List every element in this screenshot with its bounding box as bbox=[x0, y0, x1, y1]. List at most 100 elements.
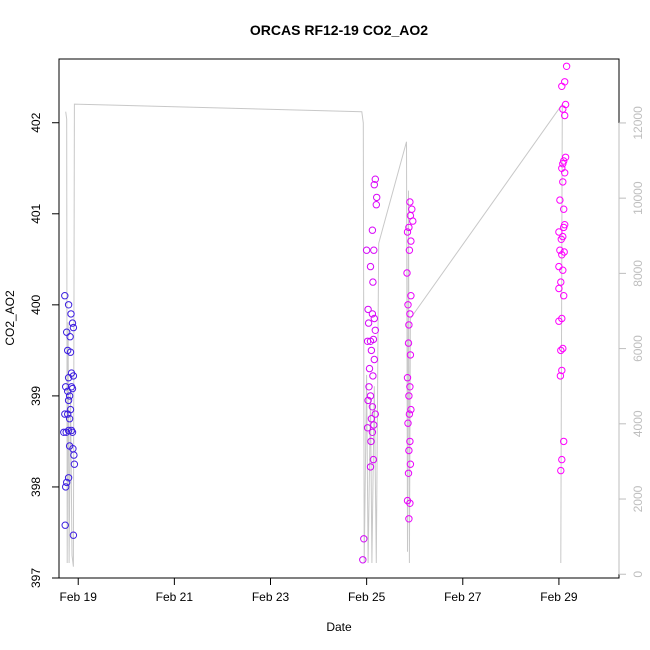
y-tick-label: 398 bbox=[29, 477, 43, 497]
data-point bbox=[370, 314, 378, 323]
data-point bbox=[559, 178, 567, 186]
data-point bbox=[67, 426, 76, 435]
data-point bbox=[61, 410, 69, 418]
data-point bbox=[404, 301, 412, 309]
data-point bbox=[405, 246, 414, 254]
data-point bbox=[64, 474, 73, 482]
data-point bbox=[67, 310, 75, 318]
y-axis-right: 0 2000 4000 6000 8000 10000 12000 bbox=[618, 106, 645, 578]
data-point bbox=[360, 535, 368, 543]
data-point bbox=[69, 531, 78, 539]
data-point bbox=[359, 556, 367, 564]
data-point bbox=[70, 451, 78, 459]
y-tick-label: 397 bbox=[29, 568, 43, 588]
data-point bbox=[61, 383, 70, 391]
data-point bbox=[60, 428, 68, 436]
y-right-tick-label: 8000 bbox=[631, 260, 645, 287]
data-point bbox=[65, 392, 74, 400]
data-point bbox=[364, 305, 372, 314]
y-right-tick-label: 10000 bbox=[631, 181, 645, 215]
data-point bbox=[370, 181, 378, 189]
data-point bbox=[364, 396, 372, 405]
data-point bbox=[70, 460, 79, 468]
y-right-tick-label: 12000 bbox=[631, 106, 645, 140]
data-point bbox=[64, 426, 73, 435]
y-tick-label: 400 bbox=[29, 295, 43, 315]
data-point bbox=[365, 364, 374, 373]
data-point bbox=[366, 392, 375, 400]
y-tick-label: 401 bbox=[29, 203, 43, 223]
data-point bbox=[367, 437, 375, 446]
data-point bbox=[560, 157, 568, 165]
data-point bbox=[367, 346, 376, 355]
data-point bbox=[407, 405, 415, 414]
data-point bbox=[362, 246, 371, 254]
data-point bbox=[559, 266, 567, 274]
data-point bbox=[365, 383, 373, 391]
data-point bbox=[366, 262, 375, 271]
data-point bbox=[561, 153, 570, 162]
data-point bbox=[404, 419, 412, 427]
data-point bbox=[405, 410, 414, 418]
data-point bbox=[364, 319, 373, 327]
data-point bbox=[370, 421, 378, 429]
x-tick-label: Feb 23 bbox=[252, 590, 290, 604]
data-point bbox=[366, 463, 375, 471]
data-point bbox=[405, 515, 413, 523]
data-point bbox=[406, 499, 414, 507]
data-point bbox=[369, 455, 378, 464]
data-point bbox=[370, 355, 378, 364]
data-point bbox=[558, 455, 566, 464]
data-point bbox=[373, 193, 381, 202]
data-point bbox=[368, 428, 377, 436]
data-point bbox=[68, 384, 77, 393]
data-point bbox=[560, 437, 568, 446]
data-point bbox=[409, 217, 417, 225]
y-right-tick-label: 2000 bbox=[631, 485, 645, 512]
data-point bbox=[555, 284, 563, 293]
data-point bbox=[405, 223, 413, 232]
x-axis-label: Date bbox=[326, 620, 352, 634]
data-point bbox=[68, 319, 77, 327]
data-point bbox=[368, 403, 377, 411]
plot-frame bbox=[58, 58, 620, 579]
x-axis: Feb 19 Feb 21 Feb 23 Feb 25 Feb 27 Feb 29 bbox=[60, 577, 578, 604]
data-point bbox=[66, 333, 74, 341]
data-point bbox=[559, 232, 567, 241]
data-point bbox=[404, 469, 413, 477]
data-point bbox=[66, 348, 75, 356]
data-point bbox=[64, 396, 73, 405]
y-axis-label: CO2_AO2 bbox=[3, 290, 17, 346]
data-point bbox=[407, 237, 415, 245]
x-tick-label: Feb 27 bbox=[444, 590, 482, 604]
data-point bbox=[371, 410, 379, 418]
data-point bbox=[560, 248, 568, 256]
data-point bbox=[556, 372, 565, 380]
data-point bbox=[404, 339, 413, 347]
y-tick-label: 399 bbox=[29, 386, 43, 406]
data-point bbox=[555, 228, 563, 236]
y-right-tick-label: 4000 bbox=[631, 410, 645, 437]
data-point bbox=[369, 278, 377, 286]
data-point bbox=[561, 78, 569, 86]
data-point bbox=[367, 415, 376, 423]
data-point bbox=[405, 446, 413, 455]
data-point bbox=[406, 460, 415, 468]
data-point bbox=[371, 175, 379, 183]
y-right-tick-label: 6000 bbox=[631, 335, 645, 362]
data-point bbox=[403, 374, 412, 382]
data-point bbox=[562, 62, 571, 71]
data-point bbox=[65, 415, 74, 423]
data-point bbox=[556, 196, 564, 204]
data-point bbox=[371, 326, 379, 334]
data-point bbox=[61, 292, 69, 300]
data-point bbox=[408, 205, 416, 213]
data-point bbox=[406, 198, 414, 206]
data-point bbox=[64, 410, 72, 418]
y-axis-left: 397 398 399 400 401 402 bbox=[29, 112, 60, 588]
data-point bbox=[69, 372, 78, 380]
data-point bbox=[557, 466, 565, 475]
data-point bbox=[61, 521, 69, 529]
x-tick-label: Feb 25 bbox=[348, 590, 386, 604]
